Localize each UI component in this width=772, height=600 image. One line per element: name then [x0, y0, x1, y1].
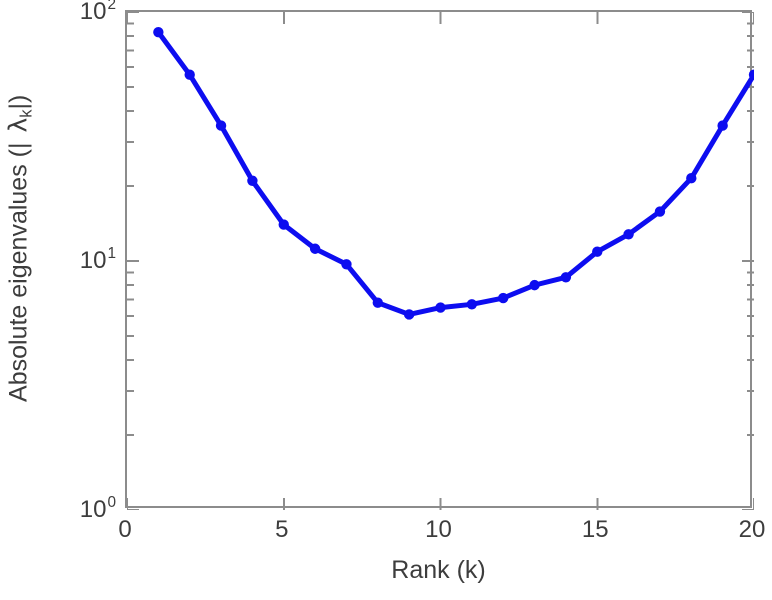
data-point-marker	[247, 175, 258, 186]
data-point-marker	[748, 69, 754, 80]
data-point-marker	[341, 259, 352, 270]
lambda-subscript: k	[17, 109, 36, 118]
axis-ticks	[127, 12, 754, 510]
x-tick-label: 10	[425, 516, 452, 543]
data-point-marker	[435, 302, 446, 313]
x-axis-label: Rank (k)	[391, 556, 486, 584]
eigenvalue-series-markers	[153, 26, 754, 320]
x-tick-label: 5	[275, 516, 289, 543]
data-point-marker	[623, 229, 634, 240]
data-point-marker	[592, 246, 603, 257]
y-axis-label-prefix: Absolute eigenvalues (|	[4, 142, 33, 402]
data-point-marker	[654, 206, 666, 217]
x-tick-label: 20	[738, 516, 766, 543]
y-axis-label-suffix: |)	[4, 94, 33, 110]
data-point-marker	[215, 120, 227, 131]
data-point-marker	[309, 243, 321, 254]
data-point-marker	[278, 219, 289, 230]
eigenvalue-series-line	[155, 29, 754, 317]
y-axis-label: Absolute eigenvalues (| λk|)	[4, 0, 37, 508]
data-point-marker	[529, 279, 540, 291]
y-tick-label-10: 101	[79, 245, 116, 274]
lambda-symbol: λ	[3, 117, 33, 133]
data-point-marker	[153, 26, 164, 38]
data-point-marker	[498, 292, 509, 304]
plot-svg	[127, 12, 754, 510]
x-tick-label: 15	[581, 516, 609, 543]
data-point-marker	[560, 272, 572, 283]
y-tick-label-100: 102	[79, 0, 116, 25]
data-point-marker	[466, 299, 478, 310]
data-point-marker	[403, 309, 415, 320]
y-tick-label-1: 100	[79, 494, 116, 523]
plot-area	[125, 10, 754, 510]
data-point-marker	[686, 173, 697, 184]
data-point-marker	[372, 297, 384, 308]
data-point-marker	[717, 120, 728, 131]
x-tick-label: 0	[118, 516, 132, 543]
data-point-marker	[184, 69, 195, 80]
